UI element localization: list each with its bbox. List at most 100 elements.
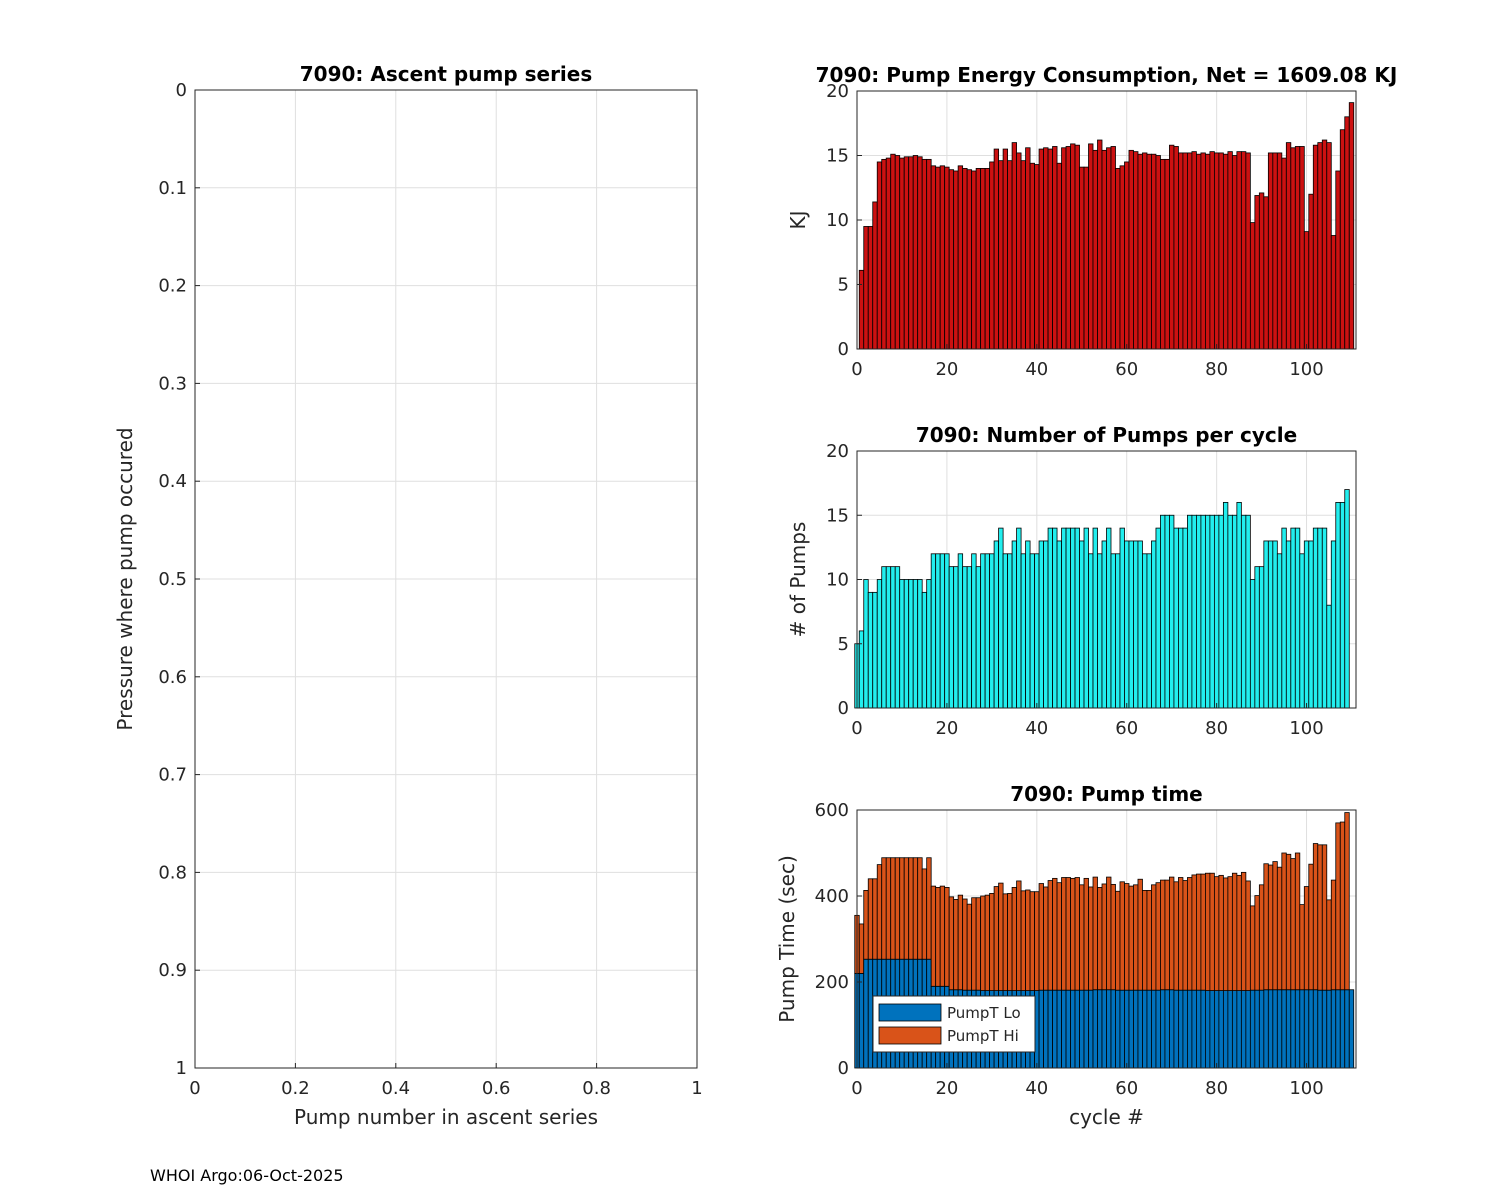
bar-segment	[1124, 883, 1130, 991]
x-tick-label: 60	[1115, 1078, 1138, 1099]
bar-segment	[1137, 878, 1143, 991]
bar-segment	[966, 903, 973, 991]
x-tick-label: 80	[1205, 718, 1228, 739]
bar	[1249, 579, 1256, 709]
bar-segment	[1061, 877, 1067, 991]
bar	[1303, 231, 1310, 350]
x-tick-label: 20	[935, 359, 958, 380]
bar-segment	[1110, 883, 1116, 991]
bar	[1173, 527, 1179, 709]
bar-segment	[1218, 990, 1224, 1069]
bar-segment	[1115, 989, 1121, 1069]
bar	[1182, 527, 1188, 709]
legend: PumpT Lo PumpT Hi	[872, 995, 1036, 1053]
bar	[980, 167, 986, 350]
bar-segment	[1335, 989, 1341, 1069]
bar	[1222, 501, 1229, 709]
bar-segment	[1218, 874, 1224, 991]
bar	[917, 156, 923, 350]
bar	[872, 591, 878, 709]
bar-segment	[1240, 871, 1247, 991]
bar	[1254, 566, 1260, 709]
y-tick-label: 20	[826, 81, 849, 102]
bar-segment	[1079, 989, 1085, 1069]
bar-segment	[1128, 885, 1134, 991]
x-tick-label: 60	[1115, 718, 1138, 739]
bar	[1056, 540, 1062, 709]
bar	[935, 553, 941, 709]
bar	[1002, 553, 1008, 709]
chart-title: 7090: Pump Energy Consumption, Net = 160…	[816, 63, 1398, 87]
bar	[1258, 192, 1265, 350]
bar	[1101, 540, 1107, 709]
bar-segment	[912, 857, 919, 960]
y-tick-label: 10	[826, 570, 849, 591]
footer-stamp: WHOI Argo:06-Oct-2025	[150, 1166, 344, 1185]
bar-segment	[1106, 876, 1112, 991]
bar-segment	[1231, 990, 1238, 1069]
bar-segment	[1205, 872, 1211, 992]
bar-segment	[1285, 853, 1292, 991]
bar	[971, 553, 977, 709]
bar	[885, 566, 892, 709]
bar-segment	[1088, 989, 1094, 1069]
bar-segment	[1083, 877, 1089, 991]
bar-segment	[1047, 880, 1053, 991]
x-tick-label: 0	[851, 1078, 862, 1099]
bar	[1294, 527, 1301, 709]
bar-segment	[1290, 989, 1296, 1069]
bar	[966, 169, 973, 350]
bar	[1025, 540, 1031, 709]
bar-segment	[1043, 886, 1049, 991]
bar	[1151, 153, 1157, 350]
bar-segment	[1092, 989, 1098, 1069]
y-tick-label: 0.1	[158, 178, 187, 199]
bar	[1070, 527, 1076, 709]
y-tick-label: 5	[838, 634, 849, 655]
bar	[1249, 222, 1256, 350]
bar	[953, 170, 959, 350]
bar-segment	[1196, 989, 1202, 1069]
y-tick-label: 600	[815, 800, 849, 821]
bar-segment	[1070, 877, 1076, 991]
bar-segment	[1236, 990, 1242, 1069]
bar-segment	[1222, 990, 1229, 1069]
bar	[1011, 142, 1017, 350]
bar	[1330, 540, 1337, 709]
bar-segment	[1236, 874, 1242, 991]
bar	[1119, 165, 1125, 350]
bar-segment	[1097, 887, 1103, 991]
bar-segment	[1326, 989, 1332, 1069]
bar-segment	[1200, 989, 1206, 1069]
x-tick-label: 80	[1205, 1078, 1228, 1099]
bar-segment	[971, 897, 977, 991]
legend-swatch	[878, 1003, 942, 1022]
bar	[1083, 527, 1089, 709]
bar-segment	[1209, 872, 1215, 992]
bar	[1137, 540, 1143, 709]
bar	[1146, 553, 1152, 709]
bar-segment	[1160, 879, 1166, 991]
bar	[1178, 152, 1184, 350]
bar	[1267, 152, 1274, 350]
bar-segment	[1151, 884, 1157, 991]
bar	[1092, 149, 1098, 350]
bar	[1335, 170, 1341, 350]
y-tick-label: 0.8	[158, 862, 187, 883]
bar	[1303, 540, 1310, 709]
bar-segment	[858, 923, 865, 974]
bar	[1245, 514, 1251, 709]
bar-segment	[867, 878, 874, 960]
bar-segment	[876, 864, 883, 960]
x-tick-label: 40	[1025, 1078, 1048, 1099]
y-tick-label: 0.3	[158, 373, 187, 394]
bar-segment	[1187, 989, 1193, 1069]
bar	[876, 579, 883, 709]
x-tick-label: 100	[1289, 1078, 1323, 1099]
bar-segment	[1169, 989, 1175, 1069]
bar-segment	[1173, 989, 1179, 1069]
bar-segment	[1173, 881, 1179, 991]
bar-segment	[1213, 876, 1220, 992]
bar-segment	[1254, 895, 1260, 991]
